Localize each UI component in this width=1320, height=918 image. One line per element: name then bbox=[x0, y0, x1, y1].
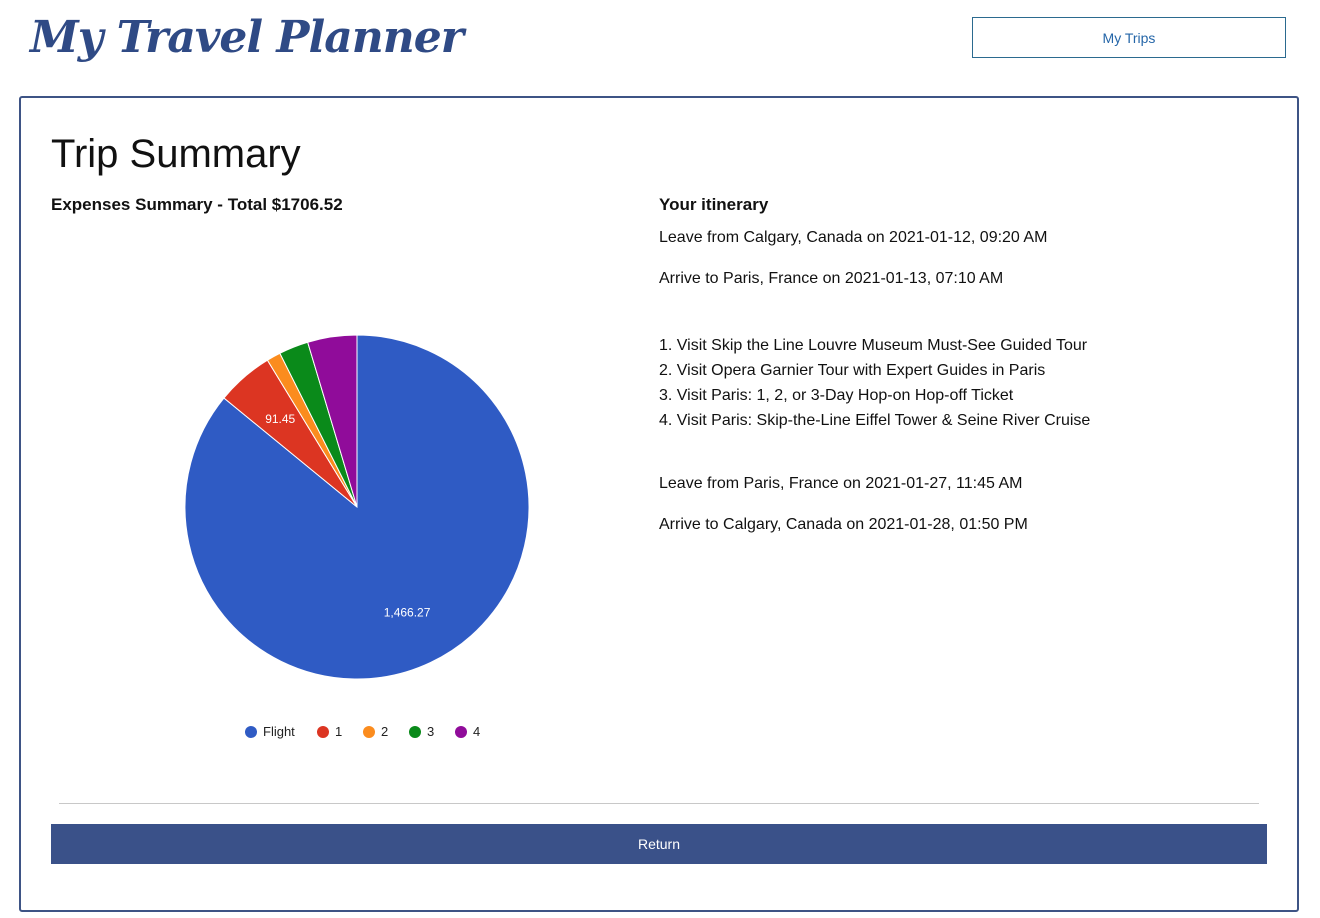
itinerary-heading: Your itinerary bbox=[659, 195, 769, 214]
legend-marker bbox=[455, 726, 467, 738]
activity-item: 2. Visit Opera Garnier Tour with Expert … bbox=[659, 362, 1046, 379]
legend-marker bbox=[317, 726, 329, 738]
expenses-pie-chart-area: 1,466.27 91.45 Flight 1 2 3 4 bbox=[51, 223, 599, 783]
expenses-summary-heading: Expenses Summary - Total $1706.52 bbox=[51, 195, 343, 214]
legend-marker bbox=[245, 726, 257, 738]
pie-data-label: 1,466.27 bbox=[384, 606, 431, 620]
activities-list: 1. Visit Skip the Line Louvre Museum Mus… bbox=[659, 333, 1090, 433]
page-title: Trip Summary bbox=[51, 132, 301, 176]
return-button[interactable]: Return bbox=[51, 824, 1267, 864]
trip-summary-card: Trip Summary Expenses Summary - Total $1… bbox=[19, 96, 1299, 912]
pie-slice-flight[interactable] bbox=[184, 334, 530, 680]
expenses-pie-chart: 1,466.27 91.45 Flight 1 2 3 4 bbox=[184, 334, 530, 739]
pie-slice-4[interactable] bbox=[307, 334, 358, 508]
divider bbox=[59, 803, 1259, 804]
legend-label[interactable]: 3 bbox=[427, 724, 434, 739]
legend-label[interactable]: 1 bbox=[335, 724, 342, 739]
my-trips-button[interactable]: My Trips bbox=[972, 17, 1286, 58]
legend-marker bbox=[409, 726, 421, 738]
outbound-arrive-text: Arrive to Paris, France on 2021-01-13, 0… bbox=[659, 270, 1004, 287]
return-arrive-text: Arrive to Calgary, Canada on 2021-01-28,… bbox=[659, 516, 1028, 533]
activity-item: 3. Visit Paris: 1, 2, or 3-Day Hop-on Ho… bbox=[659, 387, 1014, 404]
outbound-leave-text: Leave from Calgary, Canada on 2021-01-12… bbox=[659, 229, 1048, 246]
legend-marker bbox=[363, 726, 375, 738]
activity-item: 1. Visit Skip the Line Louvre Museum Mus… bbox=[659, 337, 1088, 354]
pie-data-label: 91.45 bbox=[265, 412, 295, 426]
legend-label[interactable]: 2 bbox=[381, 724, 388, 739]
app-logo: My Travel Planner bbox=[30, 12, 464, 63]
legend-label[interactable]: Flight bbox=[263, 724, 295, 739]
return-leave-text: Leave from Paris, France on 2021-01-27, … bbox=[659, 475, 1023, 492]
legend-label[interactable]: 4 bbox=[473, 724, 480, 739]
activity-item: 4. Visit Paris: Skip-the-Line Eiffel Tow… bbox=[659, 412, 1091, 429]
